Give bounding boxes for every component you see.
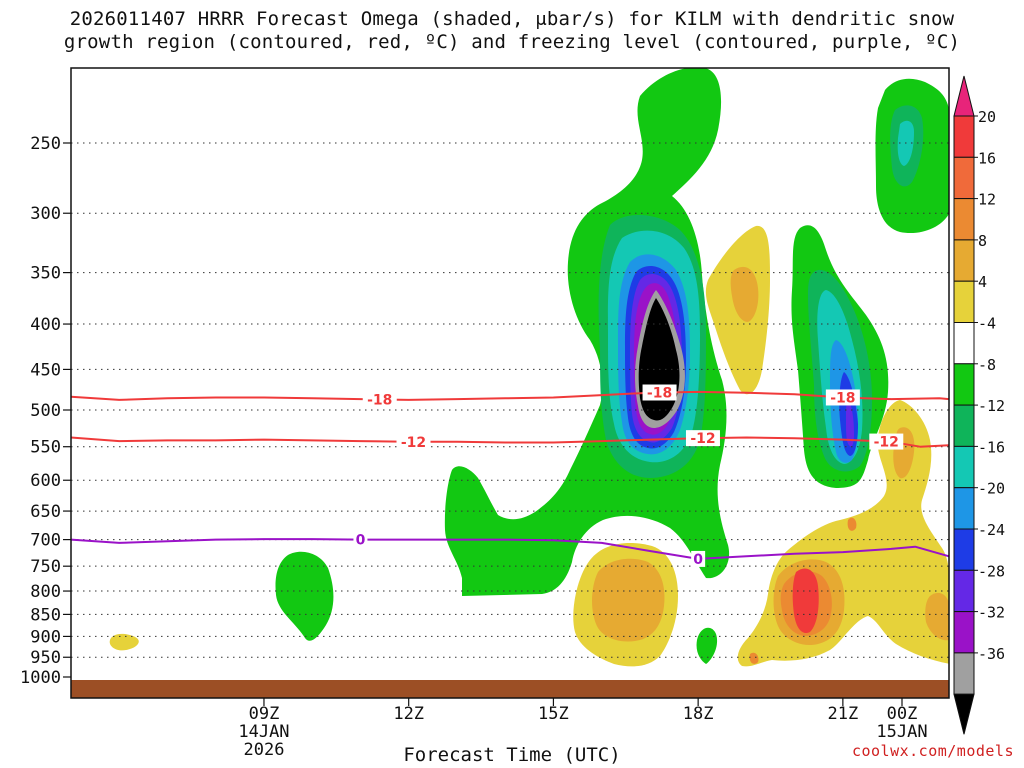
colorbar-label-12: 12 — [978, 191, 996, 209]
colorbar-swatch-12 — [953, 569, 975, 613]
x-axis-title: Forecast Time (UTC) — [403, 744, 621, 766]
omega-region-pos8-far-right — [925, 592, 949, 641]
colorbar-label--20: -20 — [978, 480, 1005, 498]
contour-label-bg-dgz_minus12-1 — [685, 430, 720, 447]
colorbar-label-8: 8 — [978, 232, 987, 250]
contour-label-dgz_minus18-2: -18 — [830, 390, 855, 406]
omega-region-pos12-small-top — [847, 517, 857, 531]
colorbar-swatch-11 — [953, 528, 975, 571]
contour-label-dgz_minus12-1: -12 — [690, 431, 715, 447]
contour-line-freezing_level — [70, 538, 950, 560]
contour-label-bg-freezing_level-1 — [691, 550, 706, 567]
y-axis: 2503003504004505005506006507007508008509… — [20, 134, 71, 688]
omega-region-pos8-upper — [730, 266, 759, 322]
ground-strip — [71, 680, 949, 698]
x-tick-date-00Z: 15JAN — [876, 722, 927, 742]
y-tick-label-850: 850 — [30, 605, 61, 625]
colorbar-label-20: 20 — [978, 108, 996, 126]
x-tick-label-09Z: 09Z — [249, 704, 280, 724]
x-tick-year-09Z: 2026 — [243, 740, 284, 760]
colorbar-swatch-1 — [953, 115, 975, 158]
colorbar-swatch-10 — [953, 487, 975, 530]
contour-label-bg-dgz_minus12-2 — [869, 433, 904, 450]
y-tick-label-600: 600 — [30, 471, 61, 491]
colorbar-label--12: -12 — [978, 397, 1005, 415]
contour-label-bg-freezing_level-0 — [353, 531, 368, 548]
contour-label-freezing_level-0: 0 — [356, 533, 366, 549]
y-tick-label-1000: 1000 — [20, 668, 61, 688]
chart-title-line-2: growth region (contoured, red, ºC) and f… — [63, 31, 961, 53]
colorbar-swatch-13 — [953, 611, 975, 654]
omega-region-pos12-small-bottom — [749, 652, 759, 664]
colorbar-swatch-7 — [953, 363, 975, 406]
omega-region-neg8-20z — [696, 627, 718, 664]
colorbar-label--24: -24 — [978, 521, 1005, 539]
omega-region-neg8-12z — [275, 551, 334, 641]
y-tick-label-500: 500 — [30, 401, 61, 421]
x-tick-label-21Z: 21Z — [828, 704, 859, 724]
contour-label-bg-dgz_minus18-0 — [362, 391, 397, 408]
x-tick-label-18Z: 18Z — [683, 704, 714, 724]
contour-label-dgz_minus18-0: -18 — [367, 392, 392, 408]
contour-label-bg-dgz_minus18-1 — [642, 384, 677, 401]
colorbar-label--28: -28 — [978, 562, 1005, 580]
omega-region-pos8-lower-18z — [592, 558, 665, 642]
y-tick-label-350: 350 — [30, 264, 61, 284]
y-tick-label-450: 450 — [30, 360, 61, 380]
y-tick-label-400: 400 — [30, 315, 61, 335]
x-tick-label-00Z: 00Z — [887, 704, 918, 724]
colorbar-swatch-4 — [953, 239, 975, 282]
omega-region-pos16-lower-right — [792, 568, 819, 634]
colorbar-swatch-14 — [953, 652, 975, 695]
y-tick-label-950: 950 — [30, 648, 61, 668]
x-tick-label-15Z: 15Z — [538, 704, 569, 724]
colorbar-label-16: 16 — [978, 149, 996, 167]
y-tick-label-550: 550 — [30, 438, 61, 458]
contour-label-dgz_minus12-2: -12 — [874, 435, 899, 451]
contour-label-bg-dgz_minus18-2 — [825, 389, 860, 406]
colorbar-bottom-arrow — [953, 693, 975, 735]
colorbar-swatch-3 — [953, 198, 975, 241]
colorbar-swatch-9 — [953, 445, 975, 489]
contour-label-dgz_minus12-0: -12 — [401, 435, 426, 451]
y-tick-label-750: 750 — [30, 557, 61, 577]
credit-text[interactable]: coolwx.com/models — [851, 742, 1014, 760]
omega-region-pos-small-left — [109, 633, 139, 651]
colorbar-label-4: 4 — [978, 273, 987, 291]
colorbar-swatch-6 — [953, 322, 975, 365]
omega-shading — [109, 68, 949, 667]
contour-label-bg-dgz_minus12-0 — [396, 433, 431, 450]
y-tick-label-250: 250 — [30, 134, 61, 154]
colorbar: 20 16 12 8 4 -4 -8 -12 -16 -20 -24 -28 -32 -36 — [953, 75, 1005, 735]
x-tick-label-12Z: 12Z — [393, 704, 424, 724]
colorbar-swatch-2 — [953, 156, 975, 200]
colorbar-swatch-8 — [953, 404, 975, 447]
chart-title-line-1: 2026011407 HRRR Forecast Omega (shaded, … — [69, 8, 955, 30]
colorbar-label--8: -8 — [978, 356, 996, 374]
colorbar-label--36: -36 — [978, 645, 1005, 663]
colorbar-label--4: -4 — [978, 315, 996, 333]
y-tick-label-300: 300 — [30, 204, 61, 224]
y-tick-label-900: 900 — [30, 627, 61, 647]
colorbar-label--32: -32 — [978, 604, 1005, 622]
colorbar-top-arrow — [953, 75, 975, 117]
colorbar-swatch-5 — [953, 280, 975, 324]
x-tick-date-09Z: 14JAN — [238, 722, 289, 742]
y-tick-label-700: 700 — [30, 531, 61, 551]
contour-label-dgz_minus18-1: -18 — [647, 386, 672, 402]
y-tick-label-800: 800 — [30, 582, 61, 602]
plot-frame — [70, 67, 950, 699]
contour-labels: -18 -18 -18 -12 -12 -12 0 0 — [353, 384, 904, 568]
omega-region-neg28-right — [846, 400, 854, 447]
colorbar-label--16: -16 — [978, 438, 1005, 456]
contour-label-freezing_level-1: 0 — [693, 552, 703, 568]
contour-line-dgz_minus12 — [70, 436, 950, 448]
y-tick-label-650: 650 — [30, 502, 61, 522]
